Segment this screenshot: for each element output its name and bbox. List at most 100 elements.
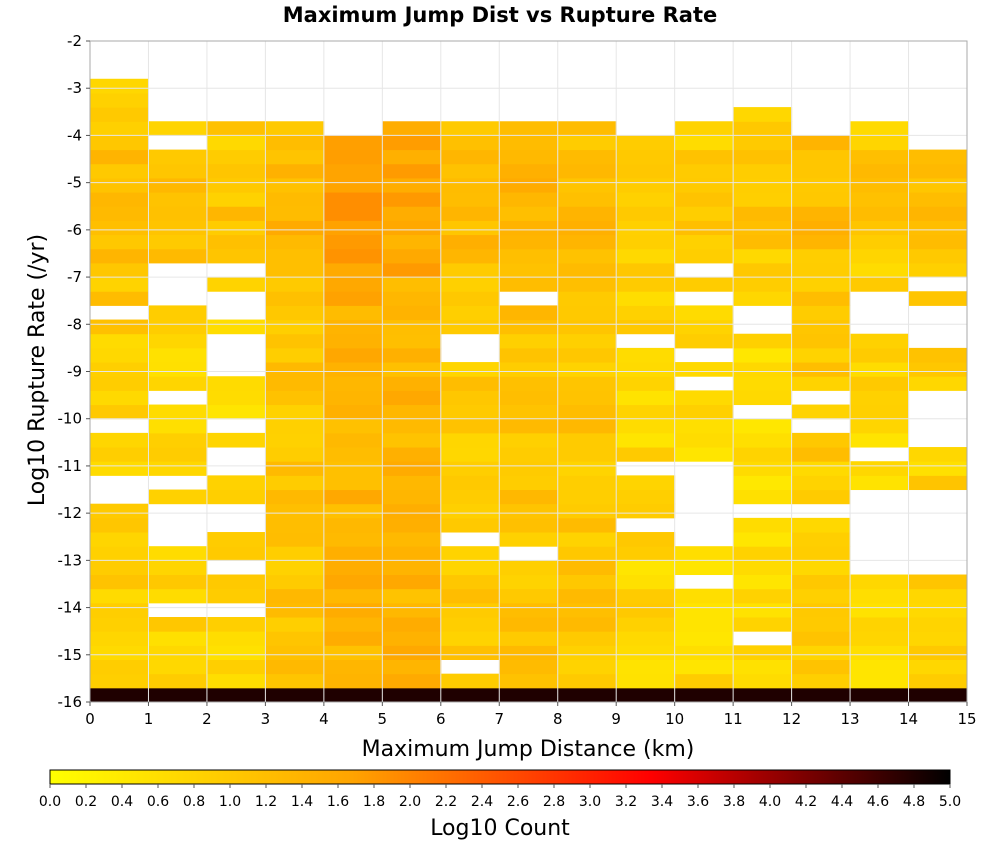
heatmap-cell	[440, 503, 500, 519]
heatmap-cell	[908, 291, 968, 306]
x-tick-label: 6	[436, 710, 446, 728]
heatmap-cell	[323, 262, 383, 278]
heatmap-cell	[908, 376, 968, 391]
heatmap-cell	[674, 645, 734, 660]
heatmap-cell	[616, 503, 676, 519]
heatmap-cell	[733, 617, 793, 632]
heatmap-cell	[382, 659, 442, 675]
heatmap-cell	[90, 390, 149, 406]
heatmap-cell	[499, 503, 559, 519]
heatmap-cell	[733, 602, 793, 618]
heatmap-cell	[90, 546, 149, 561]
heatmap-cell	[323, 206, 383, 221]
y-tick-label: -4	[67, 126, 82, 144]
colorbar-tick-label: 4.8	[903, 794, 925, 810]
heatmap-cell	[850, 376, 910, 391]
heatmap-cell	[265, 121, 325, 136]
x-tick-label: 0	[85, 710, 95, 728]
heatmap-cell	[265, 475, 325, 491]
heatmap-cell	[440, 447, 500, 462]
heatmap-cell	[265, 517, 325, 533]
heatmap-cell	[499, 333, 559, 349]
heatmap-cell	[499, 262, 559, 278]
heatmap-cell	[616, 673, 676, 689]
x-tick-label: 7	[494, 710, 504, 728]
colorbar-tick-label: 3.0	[579, 794, 601, 810]
heatmap-cell	[382, 418, 442, 434]
y-tick-label: -8	[67, 315, 82, 333]
heatmap-cell	[733, 206, 793, 221]
heatmap-cell	[908, 163, 968, 179]
heatmap-cell	[557, 121, 617, 136]
heatmap-cell	[616, 347, 676, 363]
heatmap-cell	[148, 673, 208, 689]
heatmap-cell	[499, 687, 559, 703]
heatmap-cell	[440, 517, 500, 533]
heatmap-cell	[733, 687, 793, 703]
heatmap-cell	[557, 333, 617, 349]
heatmap-cell	[733, 135, 793, 151]
heatmap-cell	[733, 149, 793, 165]
heatmap-cell	[791, 135, 851, 151]
heatmap-cell	[791, 560, 851, 576]
y-axis-ticks: -2 -3 -4 -5 -6 -7 -8 -9 -10 -11 -12 -13 -14 -15 -16	[58, 32, 90, 711]
heatmap-cell	[382, 220, 442, 236]
heatmap-cell	[557, 291, 617, 306]
heatmap-cell	[90, 333, 149, 349]
heatmap-cell	[382, 617, 442, 632]
heatmap-cell	[265, 617, 325, 632]
heatmap-cell	[323, 347, 383, 363]
heatmap-cell	[733, 291, 793, 306]
heatmap-cell	[908, 362, 968, 377]
heatmap-cell	[850, 687, 910, 703]
heatmap-cell	[265, 319, 325, 335]
colorbar-tick-label: 4.2	[795, 794, 817, 810]
heatmap-cell	[323, 503, 383, 519]
heatmap-cell	[733, 574, 793, 590]
heatmap-cell	[616, 602, 676, 618]
heatmap-cell	[90, 135, 149, 151]
heatmap-cell	[791, 347, 851, 363]
heatmap-cell	[382, 376, 442, 391]
heatmap-cell	[674, 248, 734, 264]
heatmap-cell	[791, 234, 851, 250]
heatmap-cell	[616, 659, 676, 675]
heatmap-cell	[557, 404, 617, 420]
heatmap-cell	[674, 163, 734, 179]
y-tick-label: -5	[67, 174, 82, 192]
heatmap-cell	[791, 517, 851, 533]
heatmap-cell	[499, 673, 559, 689]
heatmap-cell	[557, 546, 617, 561]
heatmap-cell	[382, 234, 442, 250]
heatmap-cell	[382, 517, 442, 533]
heatmap-cell	[908, 192, 968, 207]
heatmap-cell	[440, 177, 500, 193]
heatmap-cell	[733, 418, 793, 434]
colorbar-tick-label: 1.2	[255, 794, 277, 810]
heatmap-cell	[908, 574, 968, 590]
heatmap-cell	[850, 121, 910, 136]
heatmap-cell	[850, 220, 910, 236]
heatmap-cell	[791, 687, 851, 703]
heatmap-cell	[557, 489, 617, 505]
heatmap-cell	[90, 432, 149, 448]
heatmap-cell	[382, 461, 442, 476]
heatmap-cell	[323, 617, 383, 632]
heatmap-cell	[148, 588, 208, 604]
heatmap-cell	[733, 192, 793, 207]
heatmap-cell	[499, 305, 559, 321]
heatmap-cell	[323, 574, 383, 590]
heatmap-cell	[616, 305, 676, 321]
heatmap-cell	[382, 206, 442, 221]
heatmap-cell	[616, 489, 676, 505]
heatmap-cell	[265, 390, 325, 406]
heatmap-cell	[850, 347, 910, 363]
heatmap-cell	[323, 687, 383, 703]
heatmap-cell	[557, 659, 617, 675]
heatmap-cell	[733, 347, 793, 363]
heatmap-cell	[323, 333, 383, 349]
heatmap-cell	[440, 362, 500, 377]
heatmap-cell	[557, 588, 617, 604]
colorbar-tick-label: 1.6	[327, 794, 349, 810]
